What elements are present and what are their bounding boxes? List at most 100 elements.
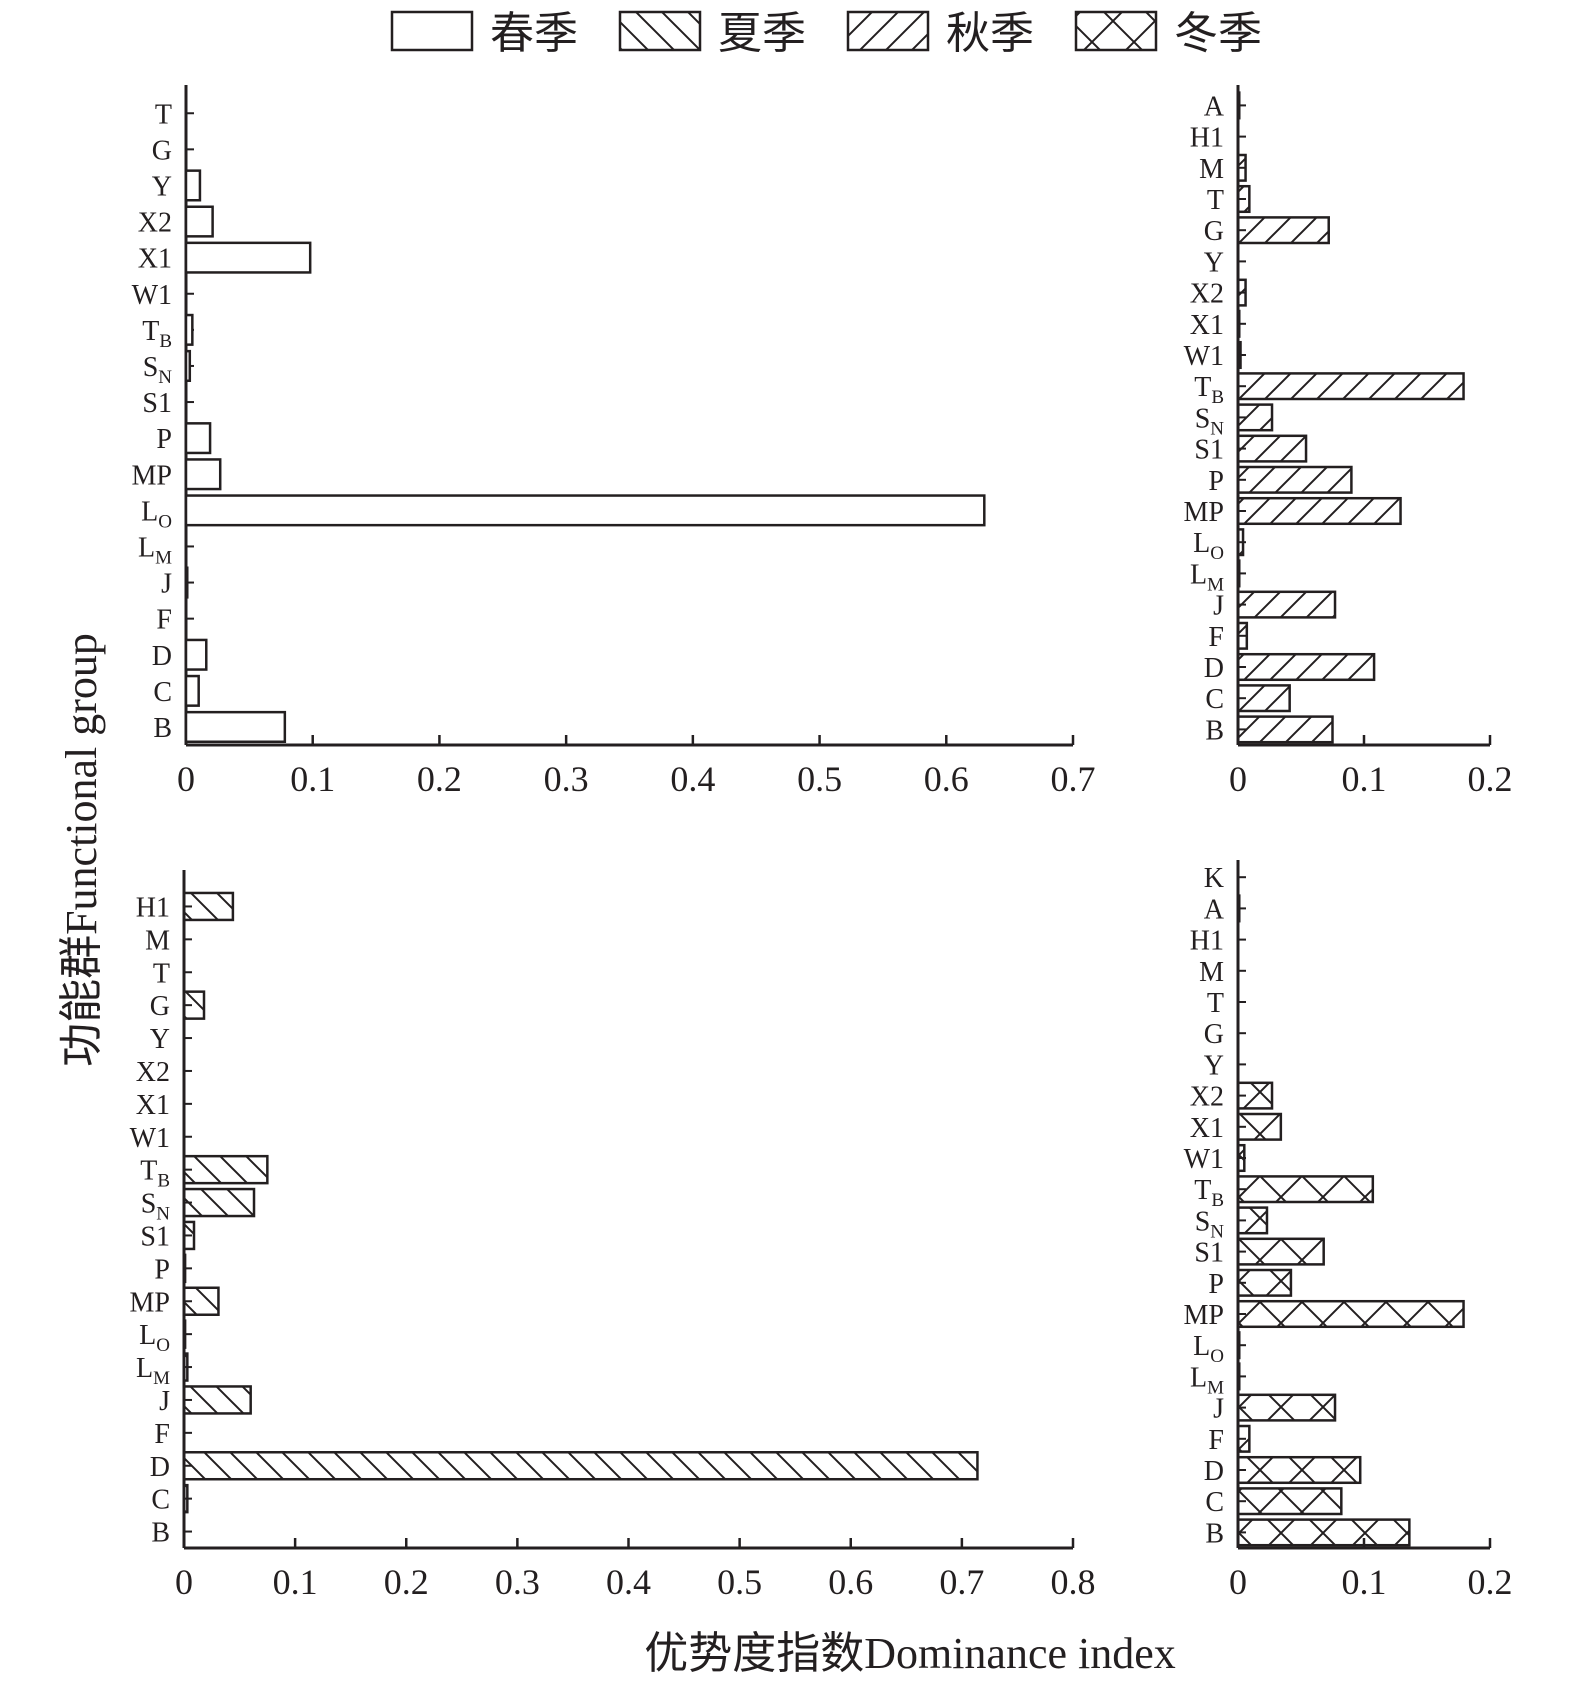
x-tick-label: 0.5	[797, 759, 842, 799]
y-tick-label-b: B	[1205, 715, 1224, 746]
bar-c	[1236, 684, 1291, 713]
y-tick-label-j: J	[161, 569, 172, 600]
y-tick-label-f: F	[156, 605, 172, 636]
y-tick-label-s1: S1	[142, 388, 172, 419]
y-tick-label-g: G	[152, 135, 172, 166]
y-tick-label-x1: X1	[138, 244, 172, 275]
bar-s1	[1236, 1237, 1325, 1266]
bar-y	[184, 169, 202, 202]
y-tick-label-tb: TB	[140, 1156, 170, 1192]
bar-j	[1236, 590, 1337, 619]
x-axis-title: 优势度指数Dominance index	[644, 1629, 1176, 1678]
legend-swatch-winter	[1074, 10, 1158, 52]
bar-tb	[182, 1154, 269, 1185]
bar-mp	[184, 458, 222, 491]
x-tick-label: 0.1	[273, 1562, 318, 1602]
bar-mp	[1236, 1299, 1465, 1329]
bar-sn	[1236, 403, 1274, 432]
x-tick-label: 0	[177, 759, 195, 799]
bar-mp	[1236, 496, 1402, 526]
bar-d	[184, 638, 208, 671]
y-tick-label-y: Y	[152, 171, 172, 202]
bar-s1	[1236, 434, 1308, 463]
y-tick-label-j: J	[159, 1386, 170, 1417]
legend-label-spring: 春季	[490, 9, 578, 58]
bar-lo	[182, 1319, 187, 1349]
y-tick-label-w1: W1	[130, 1123, 170, 1154]
y-tick-label-y: Y	[1204, 1050, 1224, 1081]
y-tick-label-x2: X2	[138, 208, 172, 239]
bar-d	[1236, 1455, 1362, 1485]
x-tick-label: 0.1	[1342, 1562, 1387, 1602]
y-tick-label-w1: W1	[1184, 1144, 1224, 1175]
y-tick-label-h1: H1	[1190, 123, 1224, 154]
bar-lm	[182, 1352, 189, 1382]
bar-tb	[1236, 1175, 1375, 1204]
bar-w1	[1236, 340, 1242, 370]
bar-x1	[1236, 1112, 1283, 1141]
y-tick-label-lm: LM	[138, 532, 172, 568]
y-tick-label-p: P	[156, 424, 172, 455]
x-tick-label: 0.2	[1468, 1562, 1513, 1602]
y-tick-label-d: D	[150, 1452, 170, 1483]
panel-summer: 0 0.1 0.2 0.3 0.4 0.5 0.6 0.7 0.8H1MTGYX2X1W1TBS…	[130, 870, 1096, 1602]
y-tick-label-t: T	[1207, 185, 1224, 216]
y-tick-label-h1: H1	[136, 892, 170, 923]
bar-lm	[1236, 559, 1241, 588]
x-tick-label: 0.3	[544, 759, 589, 799]
y-tick-label-c: C	[1205, 684, 1224, 715]
bar-a	[1236, 91, 1241, 120]
bar-sn	[1236, 1206, 1269, 1235]
y-tick-label-mp: MP	[1184, 497, 1224, 528]
y-tick-label-b: B	[151, 1518, 170, 1549]
y-tick-label-d: D	[152, 641, 172, 672]
y-axis-title: 功能群Functional group	[57, 633, 106, 1067]
y-tick-label-lo: LO	[139, 1320, 170, 1356]
y-tick-label-lo: LO	[1193, 1331, 1224, 1367]
bar-s1	[182, 1220, 196, 1251]
y-tick-label-sn: SN	[1195, 1206, 1225, 1242]
legend-swatch-summer	[618, 10, 702, 52]
bar-j	[184, 566, 189, 599]
y-tick-label-b: B	[1205, 1518, 1224, 1549]
x-tick-label: 0.5	[717, 1562, 762, 1602]
y-tick-label-f: F	[1208, 1425, 1224, 1456]
y-tick-label-a: A	[1204, 894, 1225, 925]
legend-swatch-autumn	[846, 10, 930, 52]
y-tick-label-x1: X1	[136, 1090, 170, 1121]
y-tick-label-s1: S1	[1194, 435, 1224, 466]
bar-x2	[1236, 278, 1247, 307]
y-tick-label-j: J	[1213, 1394, 1224, 1425]
legend: 春季 夏季 秋季 冬季	[390, 9, 1262, 58]
bar-b	[184, 710, 287, 744]
bar-d	[1236, 652, 1376, 682]
y-tick-label-x2: X2	[1190, 1082, 1224, 1113]
bar-g	[1236, 216, 1330, 245]
bar-a	[1236, 894, 1241, 923]
y-tick-label-lm: LM	[1190, 559, 1224, 595]
x-tick-label: 0.2	[1468, 759, 1513, 799]
y-tick-label-p: P	[154, 1254, 170, 1285]
y-tick-label-lm: LM	[136, 1353, 170, 1389]
legend-swatch-spring	[390, 10, 474, 52]
legend-label-autumn: 秋季	[946, 9, 1034, 58]
y-tick-label-lm: LM	[1190, 1362, 1224, 1398]
x-tick-label: 0.6	[828, 1562, 873, 1602]
bar-lo	[1236, 528, 1245, 557]
bar-x2	[1236, 1081, 1274, 1110]
bar-lm	[1236, 1362, 1241, 1391]
bar-g	[182, 990, 206, 1020]
y-tick-label-m: M	[1199, 957, 1224, 988]
y-tick-label-x2: X2	[136, 1057, 170, 1088]
x-tick-label: 0.4	[670, 759, 715, 799]
y-tick-label-f: F	[154, 1419, 170, 1450]
bar-p	[184, 422, 212, 455]
y-tick-label-w1: W1	[1184, 341, 1224, 372]
bar-x1	[184, 241, 312, 274]
y-tick-label-c: C	[153, 677, 172, 708]
y-tick-label-j: J	[1213, 591, 1224, 622]
y-tick-label-tb: TB	[1194, 372, 1224, 408]
y-tick-label-mp: MP	[130, 1287, 170, 1318]
